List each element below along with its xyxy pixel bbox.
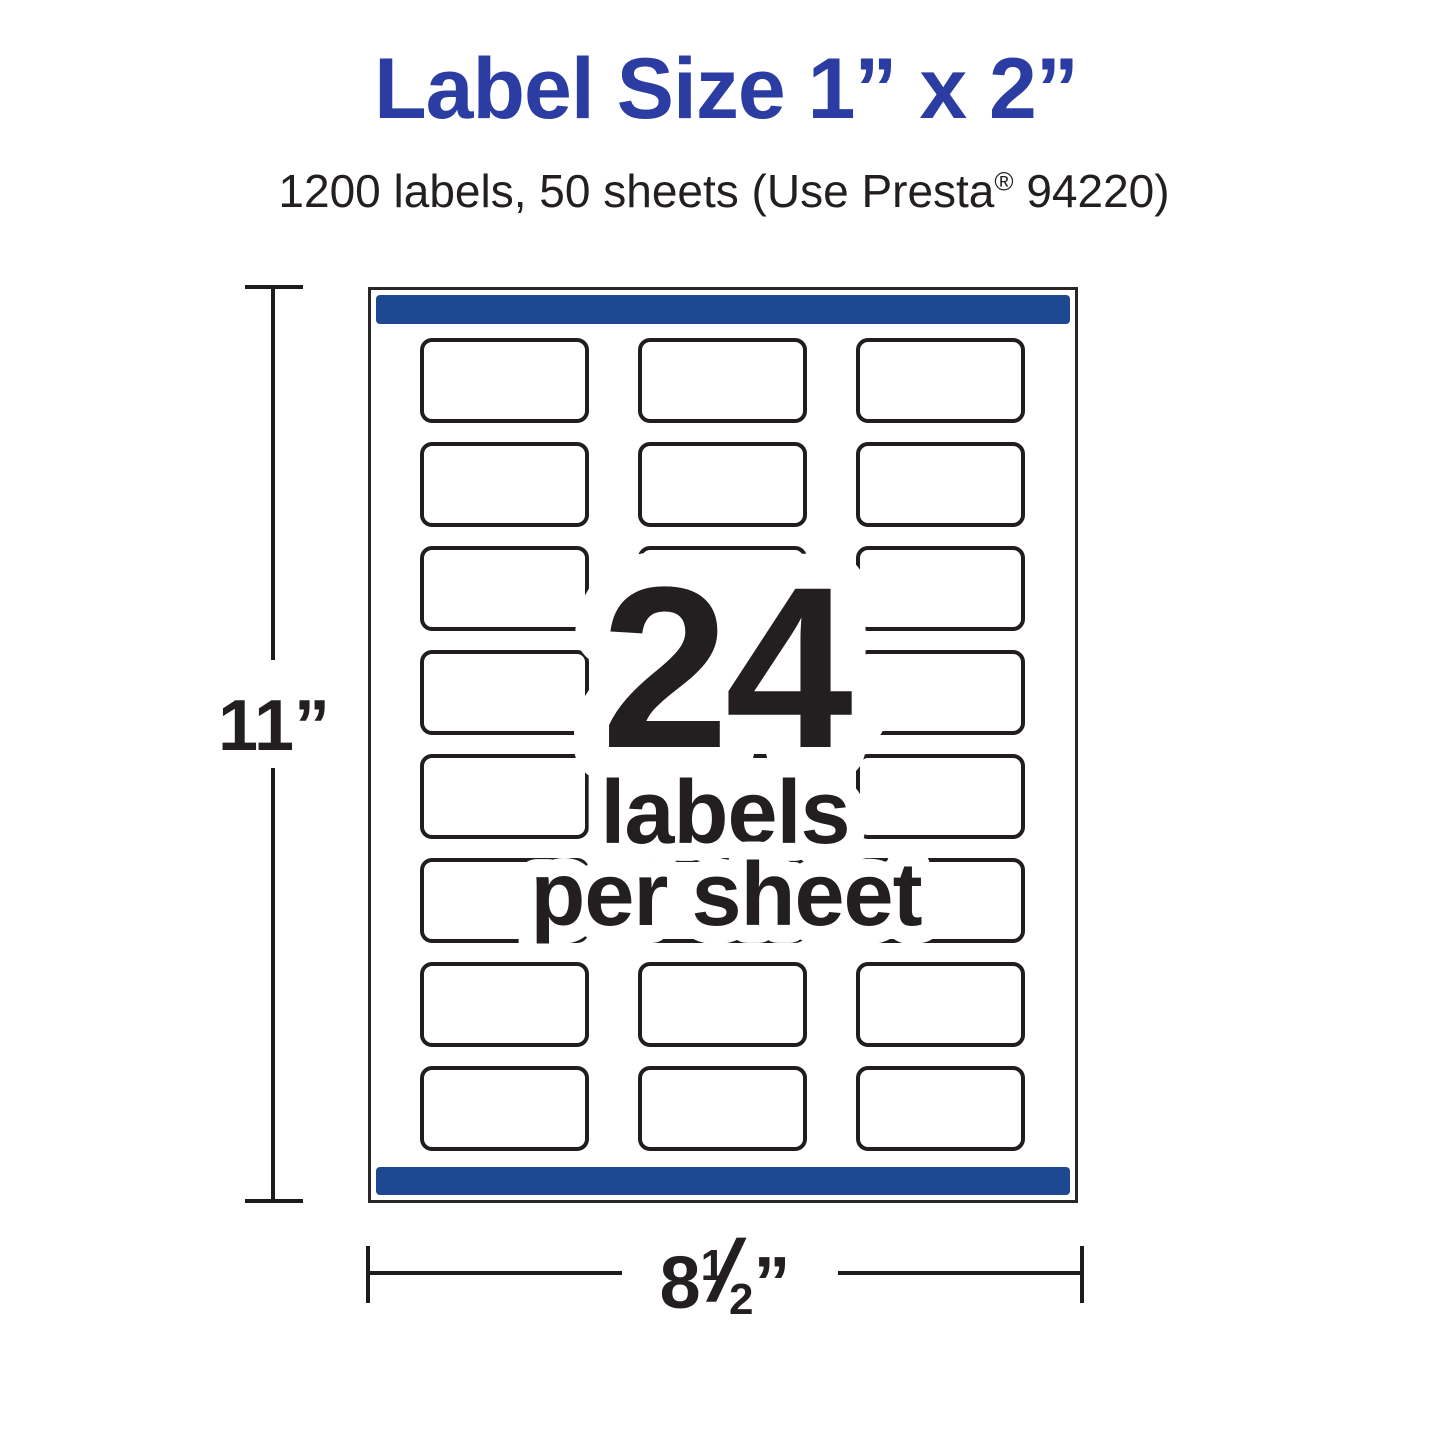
width-dim-right-cap: [1080, 1246, 1084, 1303]
label-cell: [638, 546, 807, 631]
height-dimension-label: 11”: [217, 686, 331, 766]
width-dim-line-left: [366, 1271, 622, 1275]
caption-line1: labels: [600, 763, 849, 863]
label-cell: [420, 858, 589, 943]
label-cell: [638, 338, 807, 423]
height-dim-bottom-cap: [245, 1199, 303, 1203]
label-cell: [856, 442, 1025, 527]
labels-per-sheet-caption: 24 labels per sheet: [512, 504, 940, 963]
width-unit-mark: ”: [753, 1241, 791, 1324]
label-cell: [856, 338, 1025, 423]
label-cell: [420, 442, 589, 527]
width-fraction-denominator: 2: [729, 1275, 754, 1324]
label-cell: [638, 1066, 807, 1151]
label-cell: [420, 1066, 589, 1151]
width-whole-number: 8: [659, 1241, 701, 1324]
label-cell: [420, 546, 589, 631]
height-dim-line-lower: [271, 768, 275, 1202]
registered-mark: ®: [994, 166, 1014, 197]
label-cell: [638, 650, 807, 735]
label-cell: [638, 858, 807, 943]
caption-line2: per sheet: [530, 845, 921, 945]
height-dim-line-upper: [271, 285, 275, 660]
label-cell: [856, 546, 1025, 631]
label-cell: [856, 754, 1025, 839]
subtitle-text-after: 94220): [1013, 165, 1170, 217]
label-cell: [638, 754, 807, 839]
label-cell: [420, 338, 589, 423]
label-count-text: 24: [601, 539, 852, 796]
width-dim-line-right: [838, 1271, 1084, 1275]
label-cell: [856, 1066, 1025, 1151]
label-cell: [638, 442, 807, 527]
labels-grid: [420, 338, 1025, 1151]
sheet-bottom-margin-bar: [376, 1167, 1070, 1195]
subtitle-text: 1200 labels, 50 sheets (Use Presta: [278, 165, 995, 217]
sheet-top-margin-bar: [376, 295, 1070, 324]
label-cell: [420, 962, 589, 1047]
label-cell: [420, 650, 589, 735]
label-cell: [420, 754, 589, 839]
label-cell: [856, 858, 1025, 943]
label-sheet: [368, 287, 1078, 1203]
label-cell: [638, 962, 807, 1047]
label-cell: [856, 962, 1025, 1047]
label-cell: [856, 650, 1025, 735]
width-fraction-numerator: 1: [700, 1241, 726, 1290]
page-title: Label Size 1” x 2”: [374, 41, 1079, 137]
width-dimension-label: 81/2”: [565, 1223, 885, 1324]
page-subtitle: 1200 labels, 50 sheets (Use Presta® 9422…: [0, 166, 1440, 217]
